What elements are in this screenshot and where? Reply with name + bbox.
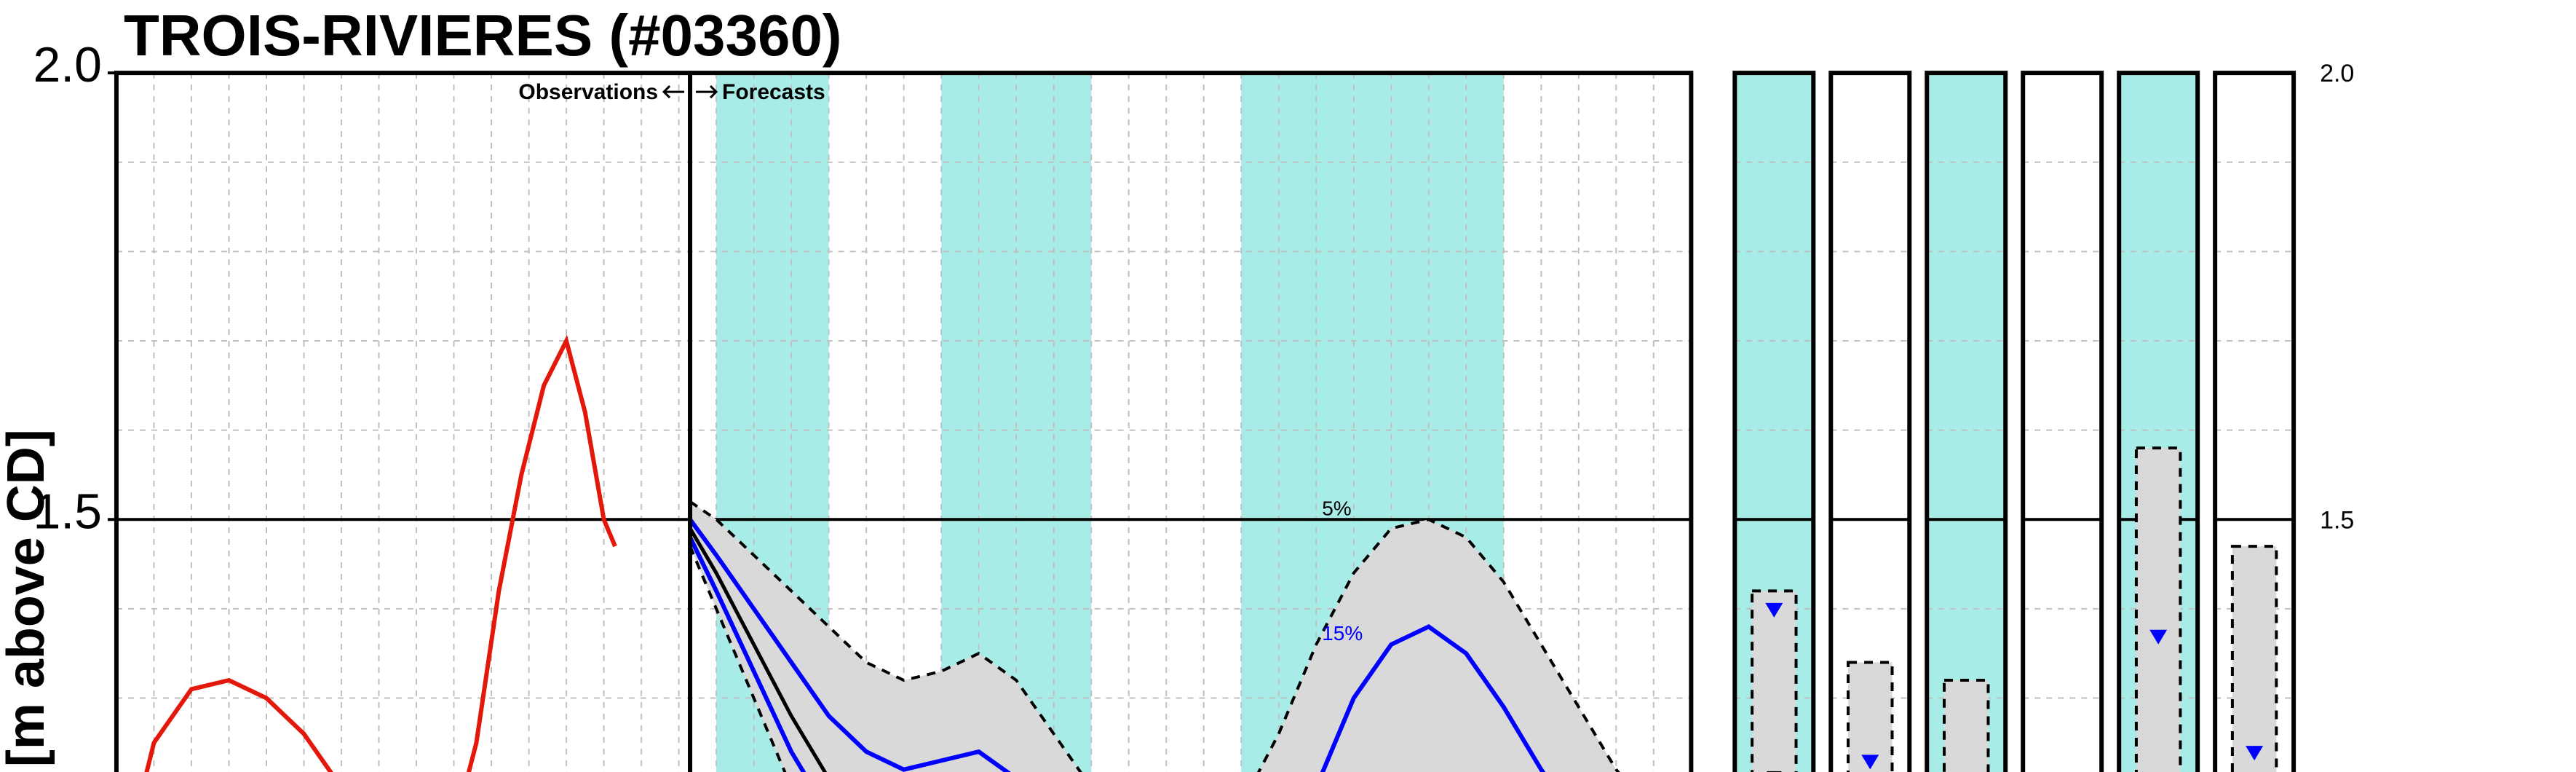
percentile-label: 15% — [1322, 622, 1363, 645]
right-ytick: 1.5 — [2320, 506, 2354, 534]
forecasts-label: Forecasts — [722, 80, 825, 104]
svg-text:2.0: 2.0 — [33, 37, 101, 92]
right-ytick: 2.0 — [2320, 60, 2354, 87]
water-level-forecast-chart: 0.51.01.52.002 Jul.09 Jul.18 Jul.21 Jul.… — [0, 0, 2576, 772]
chart-title: TROIS-RIVIERES (#03360) — [124, 3, 842, 68]
y-axis-label: Water level [m above CD] — [0, 429, 55, 772]
percentile-label: 5% — [1322, 497, 1351, 519]
observations-label: Observations — [518, 80, 658, 104]
